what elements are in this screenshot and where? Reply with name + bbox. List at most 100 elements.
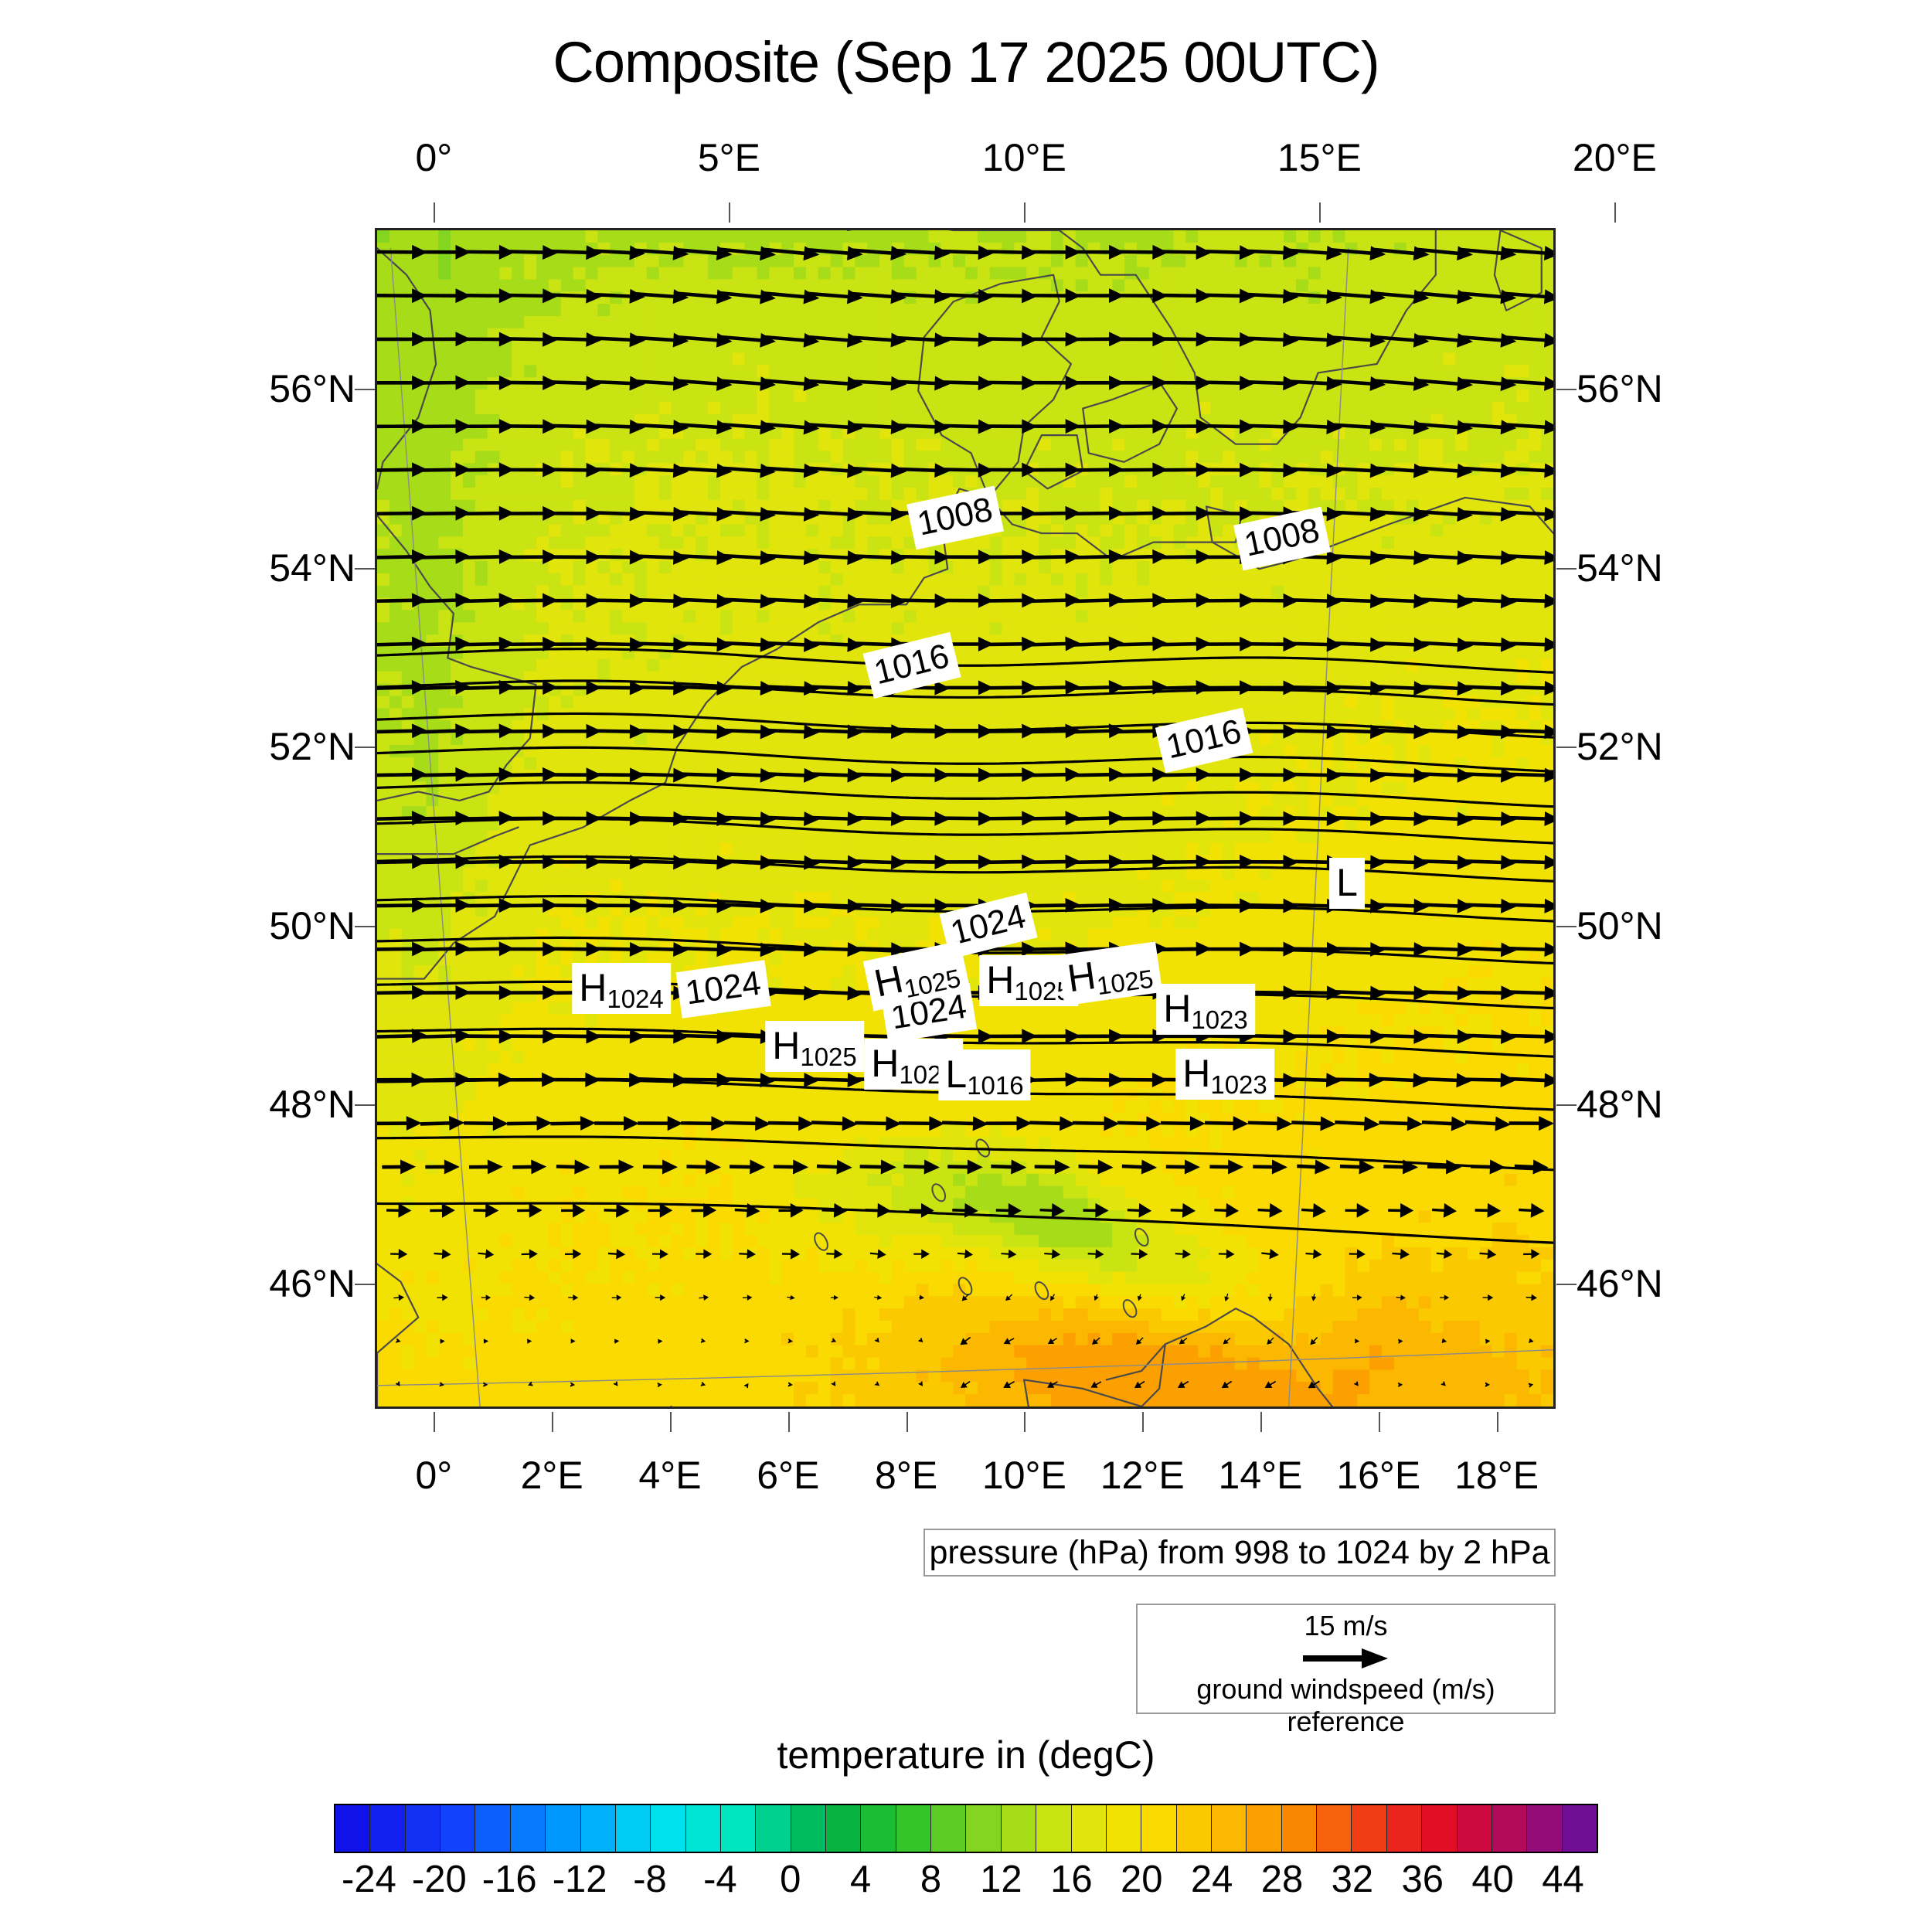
wind-arrow (1253, 1159, 1287, 1175)
longitude-tick-mark (1024, 202, 1026, 223)
wind-arrow (377, 898, 428, 913)
wind-arrow (1241, 723, 1299, 739)
wind-arrow (865, 1202, 891, 1218)
colorbar-tick-label: 0 (780, 1859, 801, 1900)
lake-outline (814, 1232, 828, 1251)
wind-arrow (762, 376, 820, 392)
wind-arrow (1111, 723, 1168, 739)
wind-arrow (1111, 1029, 1168, 1044)
wind-arrow (1050, 1294, 1056, 1301)
wind-arrow (1154, 811, 1212, 826)
coastline-scandinavia (846, 230, 1437, 445)
colorbar-swatch (720, 1805, 757, 1852)
wind-arrow (1067, 811, 1124, 825)
map-label-text: 1024 (682, 964, 764, 1012)
wind-arrow (1241, 985, 1299, 1001)
wind-arrow (849, 376, 907, 391)
wind-arrow (893, 419, 951, 434)
wind-arrow (1372, 332, 1430, 348)
high-pressure-center-label: H1023 (1156, 984, 1255, 1035)
wind-arrow (1328, 289, 1386, 304)
wind-arrow (1459, 811, 1517, 827)
longitude-tick-mark (434, 1412, 436, 1432)
longitude-tick-label-bottom: 12°E (1100, 1454, 1185, 1497)
wind-arrow (588, 245, 645, 260)
wind-arrow (762, 332, 820, 348)
wind-arrow (849, 898, 907, 913)
wind-arrow (1241, 855, 1299, 869)
wind-arrow (1023, 332, 1081, 347)
latitude-tick-mark (355, 567, 375, 570)
wind-arrow (960, 1336, 971, 1345)
wind-arrow (1023, 1072, 1081, 1087)
wind-arrow (762, 594, 820, 609)
wind-arrow (980, 680, 1038, 696)
wind-arrow (937, 637, 994, 651)
wind-arrow (869, 1249, 886, 1259)
wind-reference-magnitude: 15 m/s (1304, 1610, 1388, 1641)
colorbar-swatch (615, 1805, 651, 1852)
wind-arrow (893, 594, 951, 608)
wind-arrow (599, 1159, 634, 1175)
colorbar-swatch (510, 1805, 546, 1852)
wind-arrow (631, 332, 689, 348)
wind-arrow (1072, 1116, 1120, 1131)
wind-arrow (1328, 463, 1386, 478)
wind-arrow (719, 637, 776, 652)
coastline-biscay (377, 1263, 420, 1406)
wind-arrow (675, 1029, 733, 1044)
wind-arrow (787, 1294, 795, 1301)
wind-arrow (386, 1202, 412, 1218)
wind-arrow (588, 767, 645, 783)
wind-arrow (1181, 1294, 1186, 1301)
wind-arrow (980, 332, 1038, 347)
weather-map[interactable]: 1008 1008 1016 1016 1024 1024 1024 L H1024 H1025 H… (375, 228, 1556, 1409)
colorbar-tick-label: 32 (1331, 1859, 1374, 1900)
wind-arrow (1091, 1337, 1100, 1345)
wind-arrow (377, 811, 428, 826)
wind-arrow (396, 1338, 401, 1343)
wind-arrow (995, 1202, 1022, 1218)
longitude-tick-mark (1378, 1412, 1380, 1432)
wind-arrow (1328, 376, 1386, 391)
wind-arrow (457, 549, 515, 564)
map-label-value: 1023 (1191, 1005, 1248, 1035)
wind-arrow (874, 1294, 883, 1301)
wind-arrow (413, 1028, 471, 1043)
wind-arrow (631, 942, 689, 957)
wind-arrow (613, 1381, 618, 1386)
wind-arrow (1529, 1338, 1534, 1343)
wind-arrow (1094, 1294, 1099, 1301)
wind-arrow (1067, 1029, 1124, 1044)
colorbar-swatch (1492, 1805, 1528, 1852)
wind-arrow (501, 332, 559, 347)
wind-arrow (1198, 462, 1256, 478)
wind-arrow (1416, 463, 1473, 478)
wind-arrow (1416, 942, 1473, 957)
coastline-gb-east (377, 514, 537, 801)
wind-arrow (420, 1115, 465, 1131)
wind-arrow (849, 942, 907, 957)
wind-arrow (675, 376, 733, 391)
coastline-italy-adriatic (1023, 1308, 1334, 1406)
wind-arrow (501, 1029, 559, 1044)
wind-arrow (1029, 1116, 1076, 1131)
wind-arrow (1335, 1116, 1380, 1131)
wind-arrow (517, 1202, 543, 1218)
wind-arrow (1264, 1380, 1277, 1388)
wind-arrow (1023, 897, 1081, 913)
wind-vector-layer (377, 244, 1553, 1389)
wind-arrow (1023, 1029, 1081, 1044)
wind-arrow (1154, 593, 1212, 608)
wind-arrow (675, 289, 733, 304)
wind-arrow (1285, 941, 1342, 957)
wind-arrow (377, 462, 428, 478)
wind-arrow (377, 767, 428, 782)
wind-arrow (980, 1029, 1038, 1044)
wind-arrow (762, 506, 820, 522)
longitude-tick-mark (1614, 202, 1617, 223)
colorbar-swatch (335, 1805, 371, 1852)
wind-arrow (413, 679, 471, 695)
wind-arrow (521, 1249, 538, 1260)
wind-arrow (1241, 1029, 1299, 1044)
